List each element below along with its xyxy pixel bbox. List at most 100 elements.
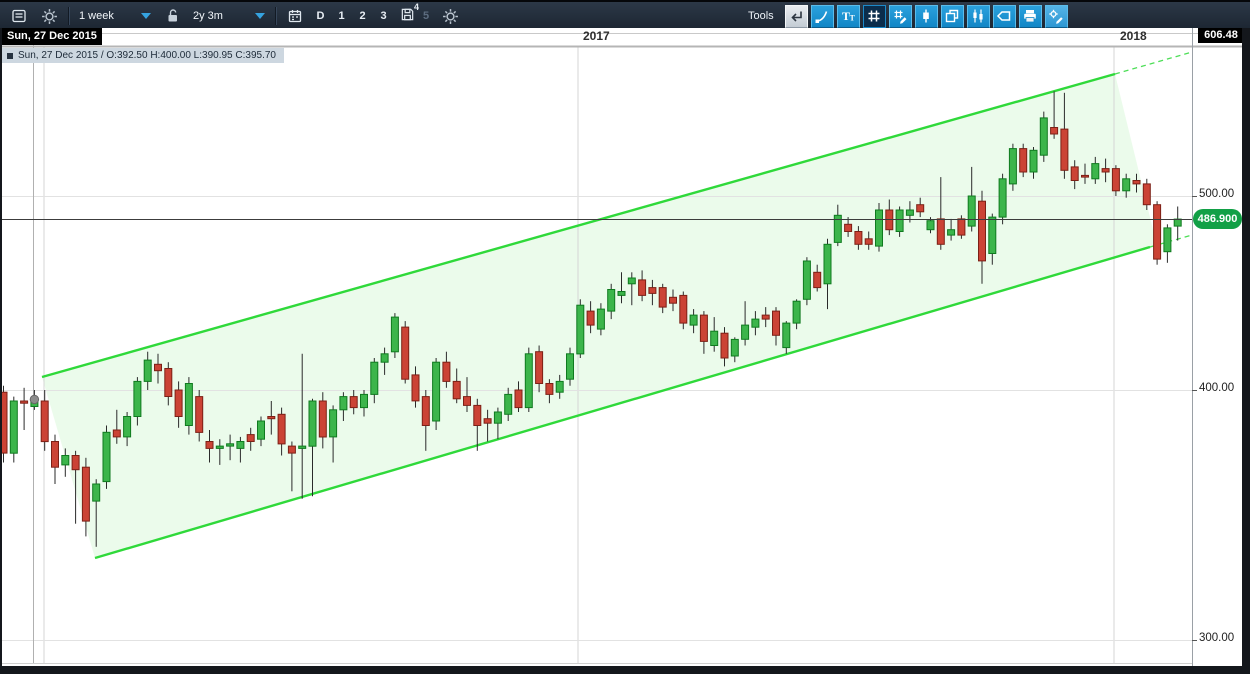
crosshair-tool-button[interactable]	[862, 4, 886, 28]
back-tool-button[interactable]	[784, 4, 808, 28]
candlestick-tool-button[interactable]	[914, 4, 938, 28]
candle[interactable]	[1060, 92, 1069, 179]
candle[interactable]	[473, 398, 482, 451]
candle[interactable]	[916, 197, 925, 218]
candle[interactable]	[1029, 147, 1038, 179]
candle[interactable]	[40, 390, 49, 451]
candle[interactable]	[81, 457, 90, 537]
candle[interactable]	[360, 390, 368, 417]
candle[interactable]	[452, 368, 461, 404]
candle[interactable]	[298, 353, 307, 499]
candle[interactable]	[1101, 158, 1110, 183]
candle[interactable]	[741, 301, 750, 346]
candle[interactable]	[669, 289, 677, 312]
candle[interactable]	[1081, 163, 1089, 184]
candle[interactable]	[514, 381, 523, 412]
save-slot-button[interactable]: 4	[400, 2, 419, 25]
candle[interactable]	[772, 307, 780, 346]
candle[interactable]	[864, 231, 873, 250]
candle[interactable]	[720, 327, 729, 367]
lock-button[interactable]	[162, 6, 182, 26]
candle[interactable]	[1163, 224, 1172, 263]
candle[interactable]	[92, 479, 101, 547]
candle[interactable]	[205, 430, 214, 463]
interval-dropdown[interactable]: 1 week	[79, 10, 151, 22]
candle[interactable]	[463, 377, 471, 412]
printer-tool-button[interactable]	[1018, 4, 1042, 28]
candle[interactable]	[1132, 173, 1141, 193]
period-button-d[interactable]: D	[311, 6, 330, 26]
candle[interactable]	[761, 307, 770, 328]
candle[interactable]	[627, 272, 636, 306]
candle[interactable]	[226, 434, 235, 461]
slot-5-button[interactable]: 5	[423, 10, 430, 22]
calendar-button[interactable]	[285, 6, 305, 26]
candle[interactable]	[535, 345, 544, 393]
candle[interactable]	[370, 358, 379, 404]
candle[interactable]	[1039, 111, 1048, 162]
candle[interactable]	[411, 366, 420, 408]
candle[interactable]	[730, 337, 739, 363]
candle[interactable]	[699, 311, 708, 354]
candle[interactable]	[947, 218, 956, 241]
candle[interactable]	[854, 226, 863, 250]
candle[interactable]	[123, 412, 132, 447]
callout-tool-button[interactable]	[992, 4, 1016, 28]
candle[interactable]	[936, 177, 945, 250]
candle[interactable]	[432, 358, 441, 430]
candle[interactable]	[20, 387, 29, 430]
candle[interactable]	[257, 416, 265, 447]
candle[interactable]	[246, 427, 255, 451]
candle[interactable]	[998, 173, 1007, 225]
candle[interactable]	[710, 317, 719, 352]
period-button-2[interactable]: 2	[353, 6, 372, 26]
candle[interactable]	[401, 321, 410, 384]
candle[interactable]	[184, 377, 193, 435]
candle[interactable]	[349, 390, 358, 415]
candle[interactable]	[1091, 156, 1100, 184]
candle[interactable]	[988, 213, 997, 265]
candle[interactable]	[679, 291, 688, 330]
candle[interactable]	[1008, 143, 1017, 191]
candle[interactable]	[802, 257, 811, 306]
period-button-3[interactable]: 3	[374, 6, 393, 26]
candle[interactable]	[782, 321, 791, 354]
candle[interactable]	[895, 206, 904, 237]
candle[interactable]	[905, 201, 914, 223]
candle[interactable]	[638, 270, 647, 302]
candle[interactable]	[421, 390, 430, 451]
candle[interactable]	[586, 301, 595, 334]
candlestick-chart[interactable]	[2, 28, 1242, 666]
candle[interactable]	[833, 204, 842, 247]
candle[interactable]	[689, 309, 698, 334]
candle[interactable]	[1173, 206, 1182, 241]
candle[interactable]	[133, 377, 142, 426]
candle[interactable]	[339, 392, 348, 421]
channel-upper-projection[interactable]	[1114, 51, 1193, 75]
candle[interactable]	[164, 362, 173, 406]
candle[interactable]	[844, 217, 853, 237]
candle[interactable]	[555, 374, 564, 399]
candle[interactable]	[267, 401, 276, 435]
candle[interactable]	[524, 347, 533, 412]
range-dropdown[interactable]: 2y 3m	[193, 10, 265, 22]
candle[interactable]	[1050, 91, 1059, 139]
candle[interactable]	[978, 190, 986, 284]
candle[interactable]	[1070, 160, 1079, 190]
candle[interactable]	[277, 407, 286, 456]
candle[interactable]	[51, 434, 59, 484]
chart-settings-button[interactable]	[440, 6, 460, 26]
settings-button[interactable]	[39, 6, 59, 26]
period-button-1[interactable]: 1	[332, 6, 351, 26]
candle[interactable]	[576, 299, 585, 358]
candle[interactable]	[504, 387, 513, 421]
candle[interactable]	[329, 405, 338, 463]
windows-tool-button[interactable]	[940, 4, 964, 28]
candle[interactable]	[483, 409, 492, 442]
curve-tool-button[interactable]	[810, 4, 834, 28]
candle[interactable]	[1142, 178, 1151, 210]
candle[interactable]	[967, 166, 976, 232]
candle[interactable]	[493, 407, 502, 440]
candle[interactable]	[813, 264, 822, 292]
